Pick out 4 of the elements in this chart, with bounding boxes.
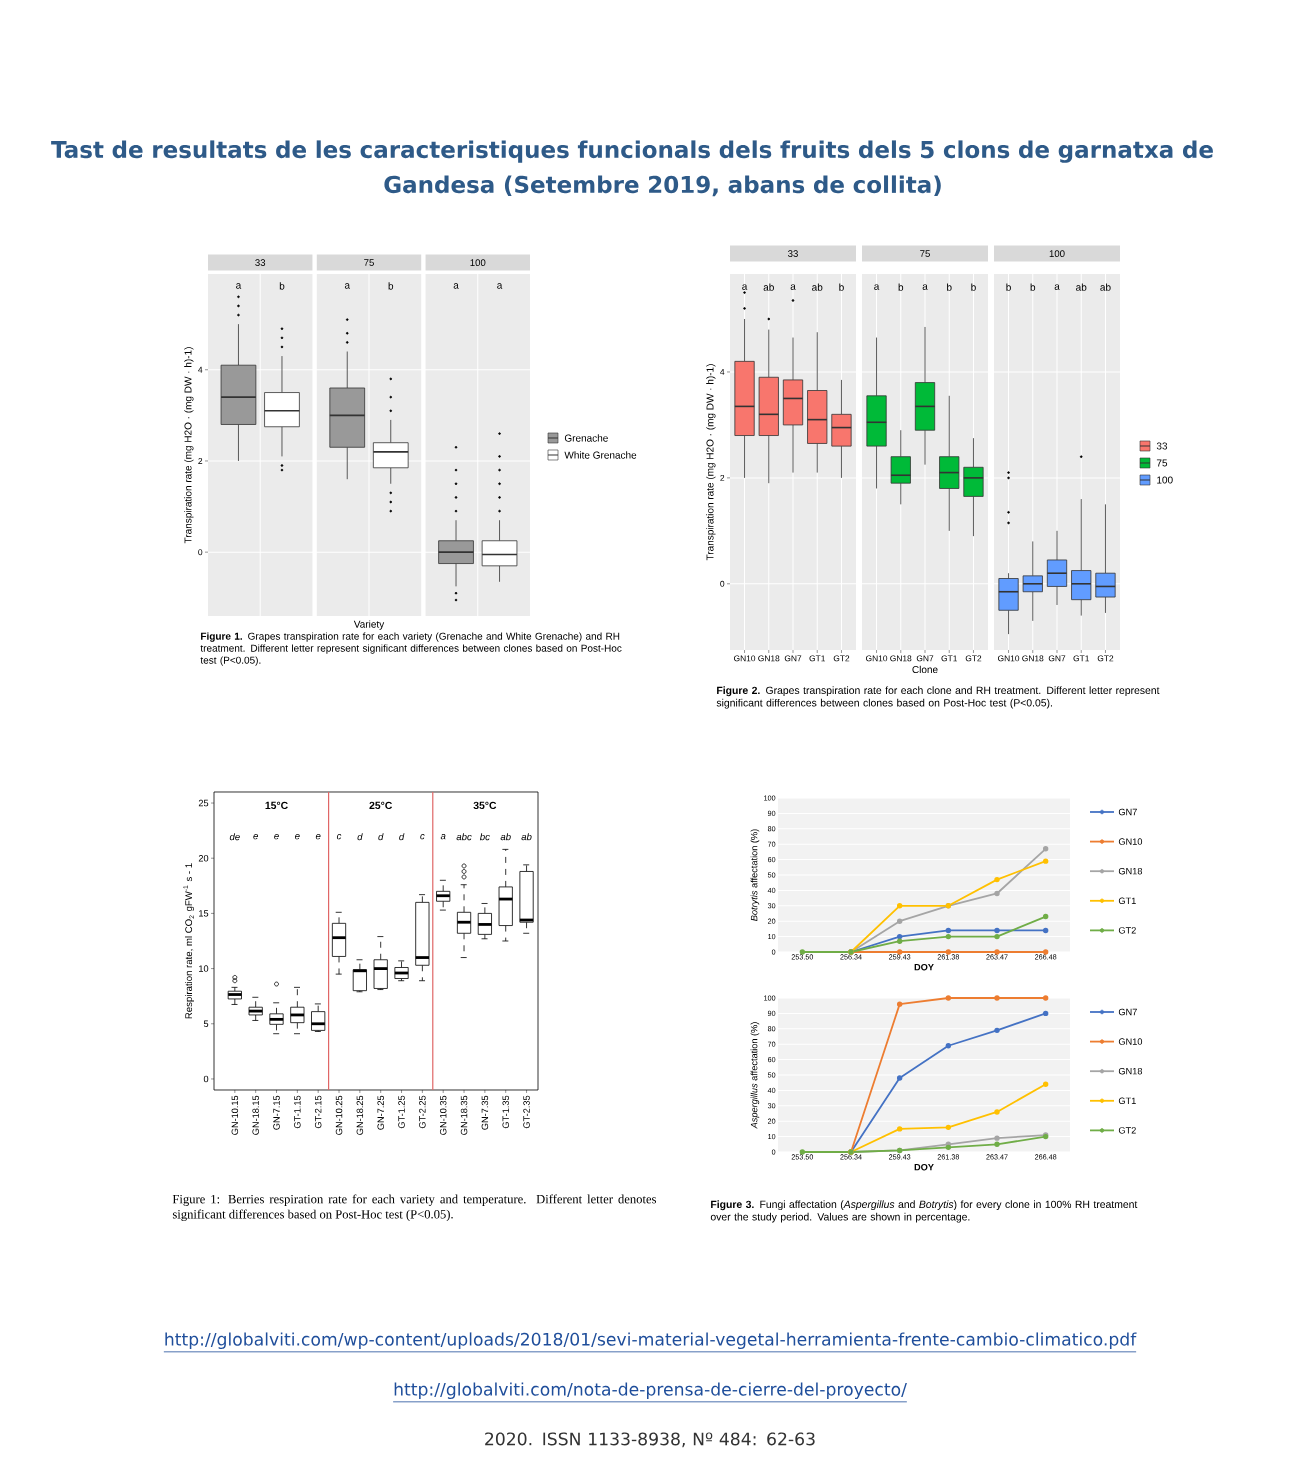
text: Tast de resultats de les caracteristiques funcionals dels fruits dels 5 clons de garnatxa de Gandesa (Setembre 2019, abans de collita) xyxy=(51,140,1213,197)
text: http://globalviti.com/wp-content/uploads/2018/01/sevi-material-vegetal-herramienta-frente-cambio-climatico.pdf xyxy=(165,1332,1137,1350)
text: 2020. ISSN 1133-8938, Nº 484: 62-63 xyxy=(485,1432,815,1448)
text: http://globalviti.com/nota-de-prensa-de-cierre-del-proyecto/ xyxy=(394,1382,907,1400)
